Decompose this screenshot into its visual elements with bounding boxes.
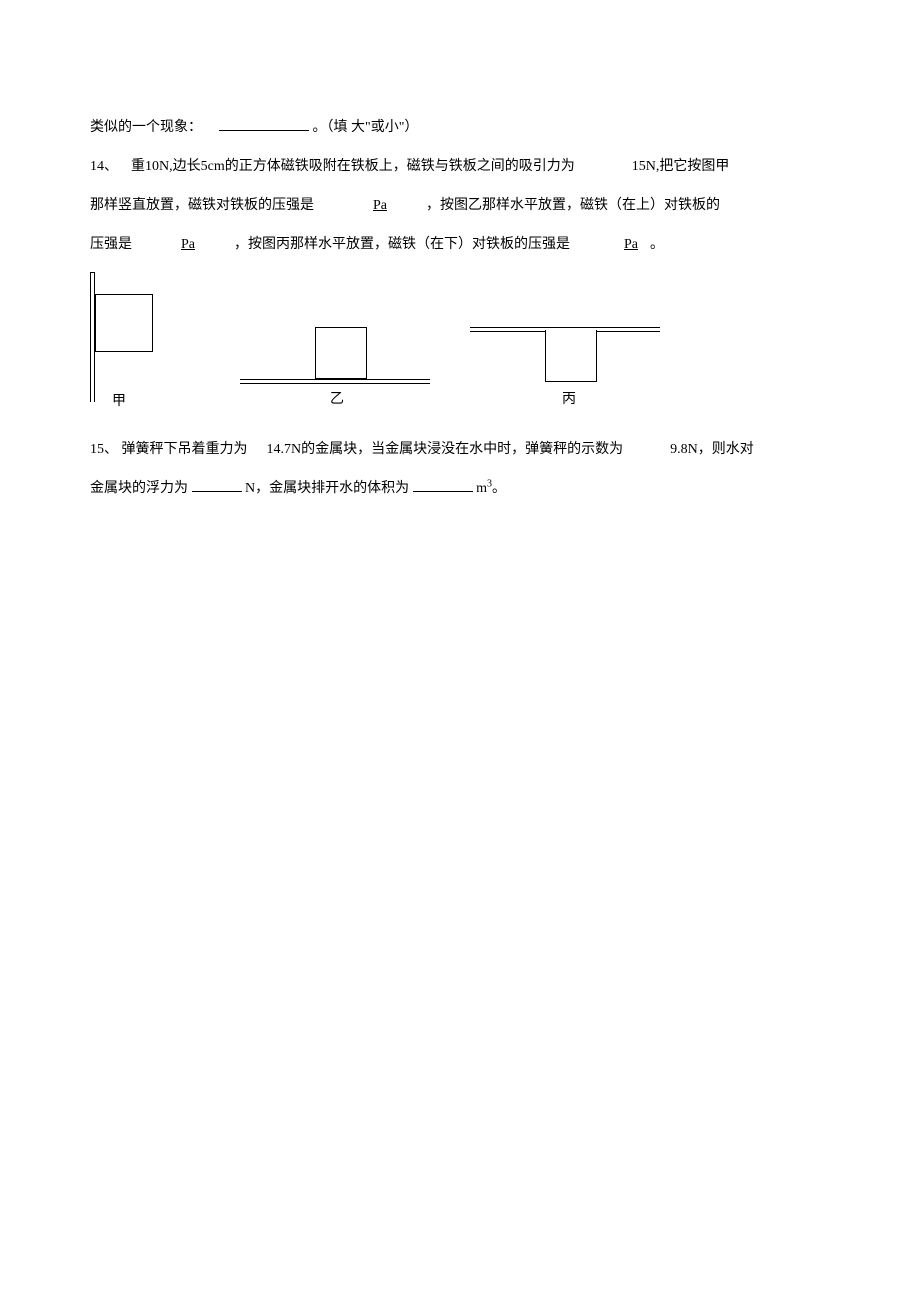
q15-line1: 15、 弹簧秤下吊着重力为 14.7N的金属块，当金属块浸没在水中时，弹簧秤的示… [90,432,830,467]
q14-diagrams: 甲 乙 丙 [90,272,830,412]
q14-line2: 那样竖直放置，磁铁对铁板的压强是 Pa ，按图乙那样水平放置，磁铁（在上）对铁板… [90,188,830,223]
q15-blank2 [413,491,473,492]
q14-line1: 14、 重10N,边长5cm的正方体磁铁吸附在铁板上，磁铁与铁板之间的吸引力为 … [90,149,830,184]
q13-tail-line: 类似的一个现象： 。（填 大"或小"） [90,110,830,145]
yi-box [315,327,367,379]
q15-end: 。 [492,481,506,496]
q15-blank1 [192,491,242,492]
q15-l1a: 弹簧秤下吊着重力为 [122,442,248,457]
q14-l3b: ，按图丙那样水平放置，磁铁（在下）对铁板的压强是 [234,237,570,252]
q14-l2b: ，按图乙那样水平放置，磁铁（在上）对铁板的 [426,198,720,213]
q15-l2a: 金属块的浮力为 [90,481,188,496]
q14-l2a: 那样竖直放置，磁铁对铁板的压强是 [90,198,314,213]
q13-blank [219,130,309,131]
q14-pa3: Pa [622,237,640,252]
q15-line2: 金属块的浮力为 N，金属块排开水的体积为 m3。 [90,471,830,506]
q14-num: 14、 [90,159,118,174]
q15-num: 15、 [90,442,118,457]
bing-label: 丙 [562,382,576,417]
q14-line3: 压强是 Pa ，按图丙那样水平放置，磁铁（在下）对铁板的压强是 Pa 。 [90,227,830,262]
q13-suffix: 。（填 大"或小"） [313,120,419,135]
q14-l1b: 15N,把它按图甲 [632,159,730,174]
q14-l3c: 。 [650,237,664,252]
jia-label: 甲 [112,384,126,419]
figure-jia: 甲 [90,272,180,412]
q14-pa1: Pa [371,198,389,213]
figure-yi: 乙 [240,272,430,412]
q15-unit2: m [476,481,487,496]
q14-l3a: 压强是 [90,237,132,252]
q15-l1c: 9.8N，则水对 [670,442,754,457]
q14-pa2: Pa [179,237,197,252]
bing-box [545,330,597,382]
q15-l1b: 14.7N的金属块，当金属块浸没在水中时，弹簧秤的示数为 [267,442,624,457]
yi-label: 乙 [330,382,344,417]
q15-unit1: N，金属块排开水的体积为 [245,481,409,496]
q13-prefix: 类似的一个现象： [90,120,202,135]
jia-box [95,294,153,352]
q14-l1a: 重10N,边长5cm的正方体磁铁吸附在铁板上，磁铁与铁板之间的吸引力为 [131,159,575,174]
figure-bing: 丙 [470,272,660,412]
